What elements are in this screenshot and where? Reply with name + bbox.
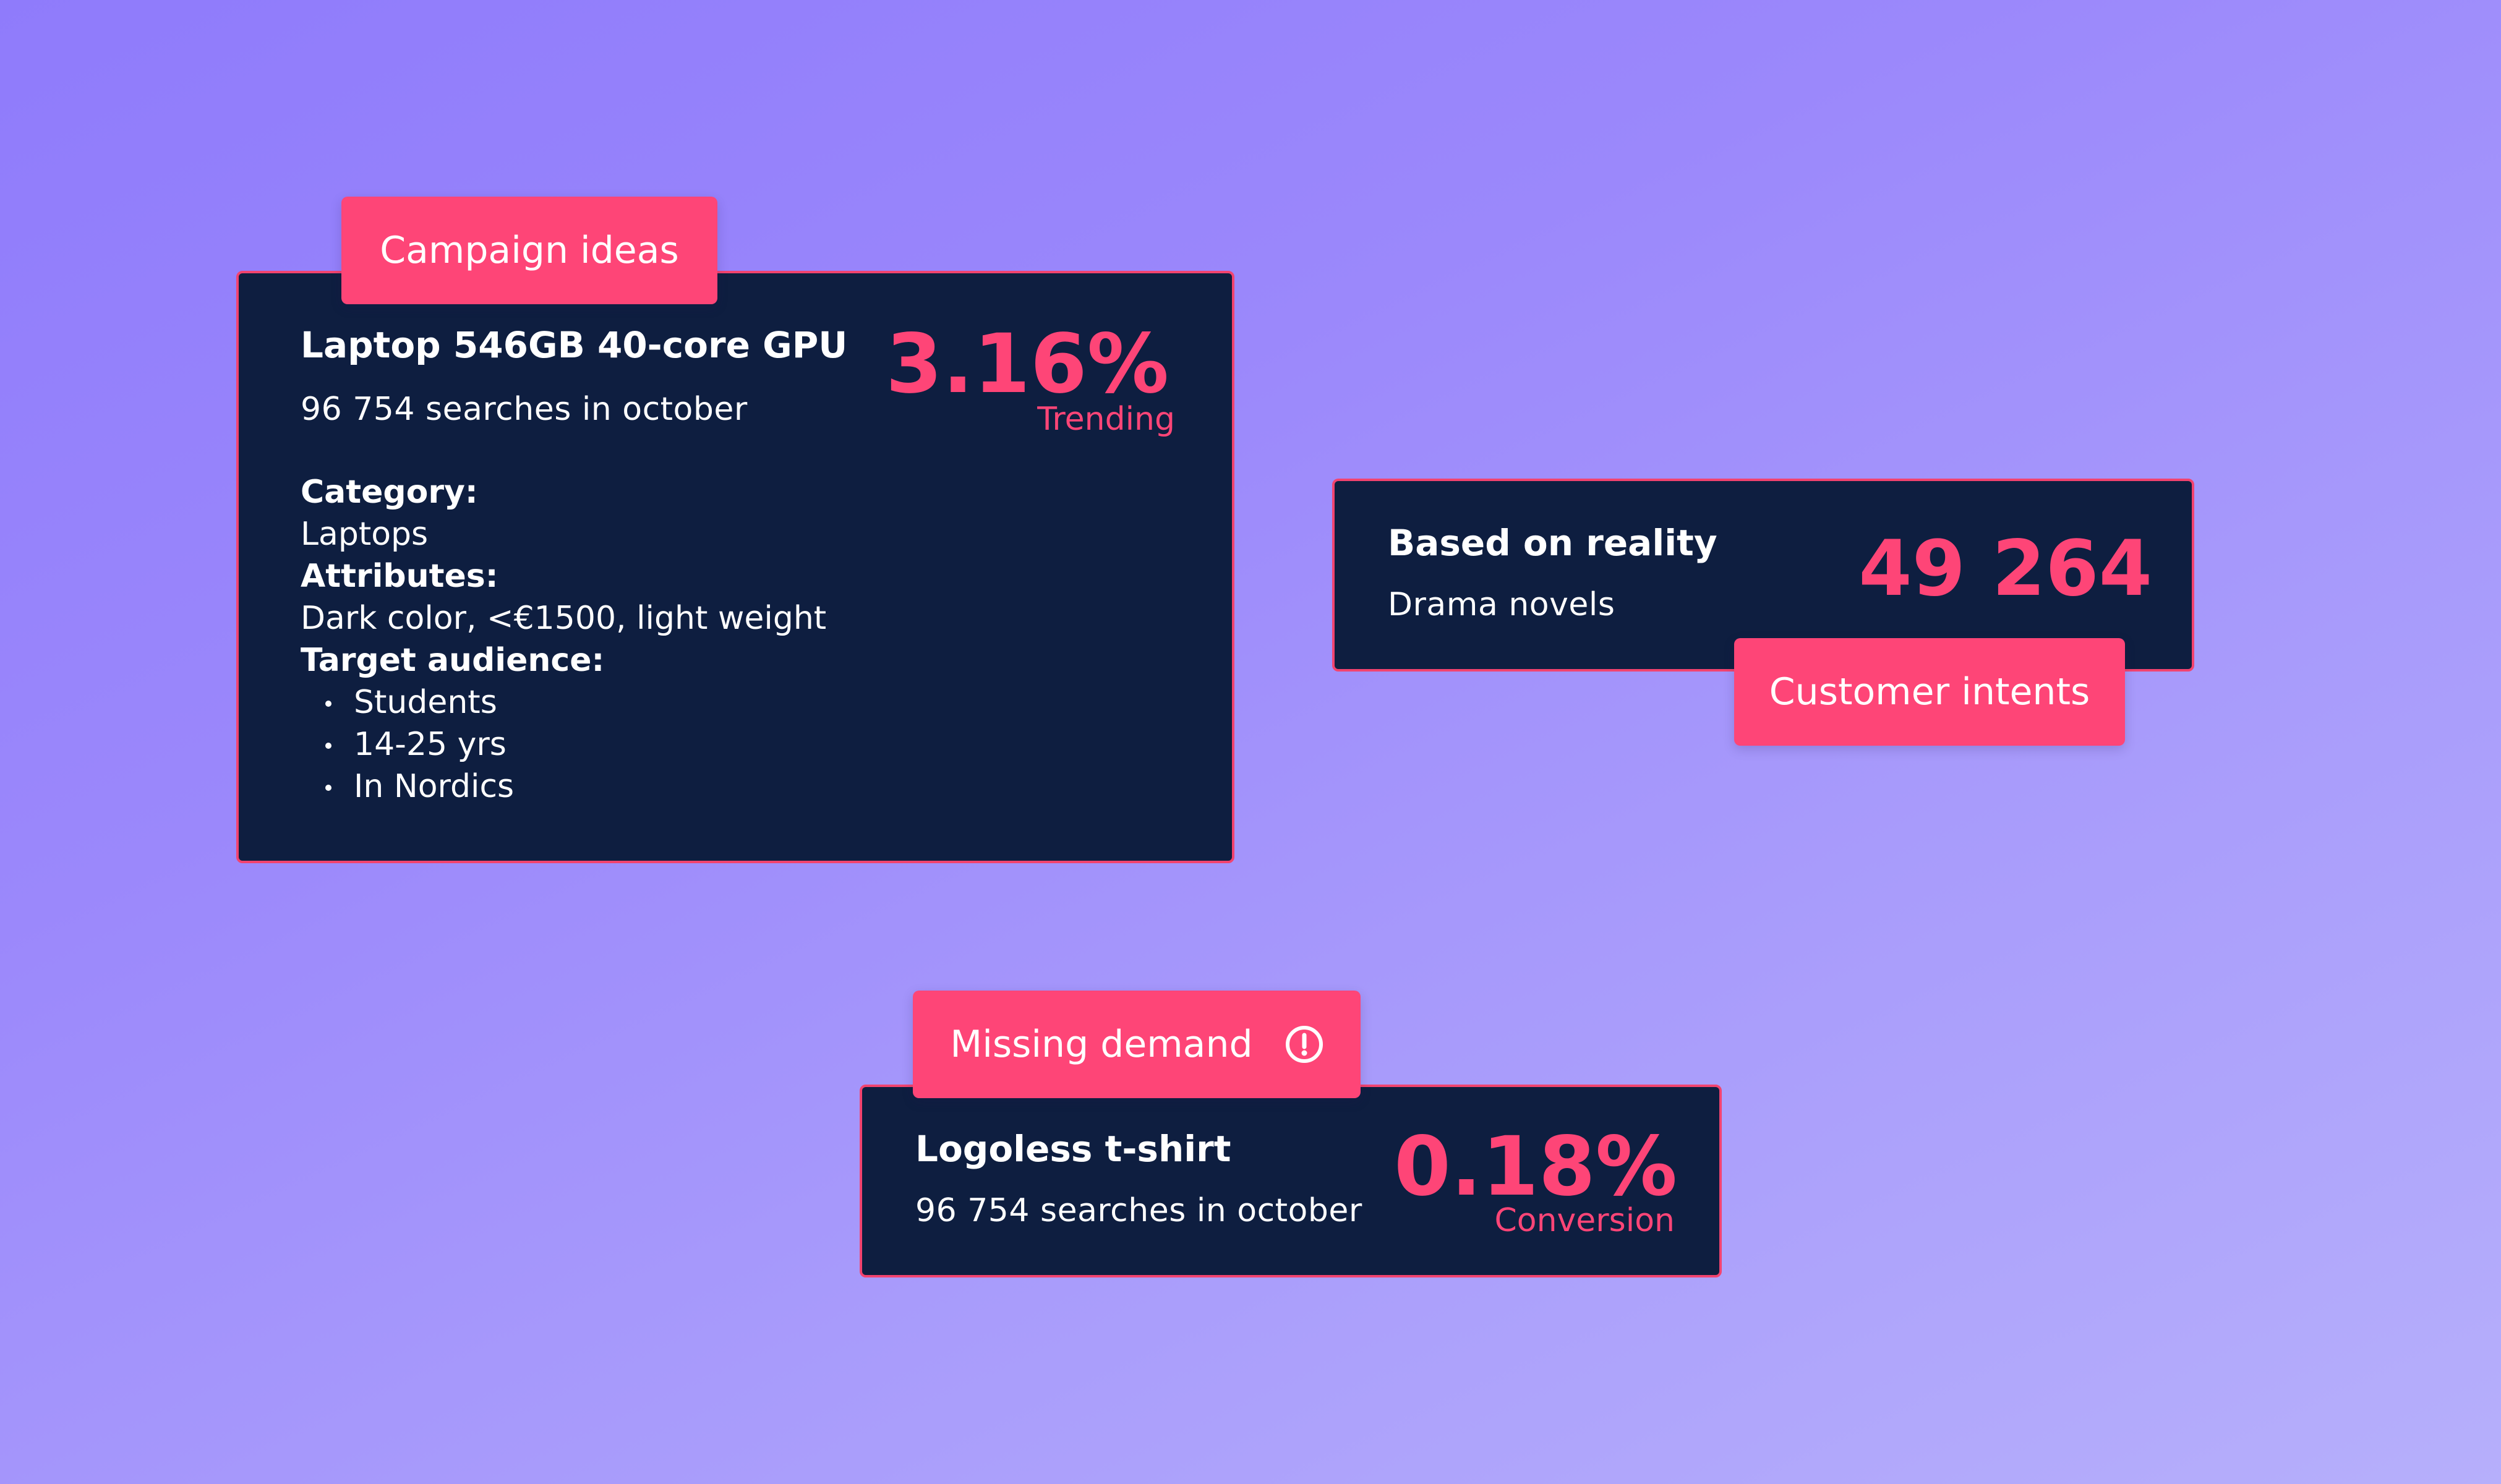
attributes-value: Dark color, <€1500, light weight — [301, 600, 827, 637]
missing-demand-tag-label: Missing demand — [950, 1023, 1253, 1066]
reality-subtitle: Drama novels — [1388, 586, 1615, 623]
campaign-details: Category: Laptops Attributes: Dark color… — [301, 471, 826, 808]
audience-item: Students — [325, 681, 826, 723]
missing-demand-tag: Missing demand — [913, 991, 1361, 1098]
campaign-subtitle: 96 754 searches in october — [301, 391, 748, 428]
audience-item: In Nordics — [325, 765, 826, 808]
demand-metric-value: 0.18% — [1394, 1119, 1677, 1214]
campaign-ideas-tag: Campaign ideas — [341, 197, 717, 304]
demand-card: Logoless t-shirt 96 754 searches in octo… — [860, 1085, 1722, 1277]
campaign-metric-value: 3.16% — [886, 317, 1169, 412]
customer-intents-tag: Customer intents — [1734, 638, 2125, 746]
campaign-metric-label: Trending — [1037, 401, 1175, 438]
campaign-title: Laptop 546GB 40-core GPU — [301, 324, 848, 366]
alert-circle-icon — [1285, 1025, 1323, 1064]
reality-title: Based on reality — [1388, 522, 1717, 564]
campaign-card: Laptop 546GB 40-core GPU 96 754 searches… — [236, 271, 1234, 863]
audience-item: 14-25 yrs — [325, 723, 826, 765]
audience-list: Students 14-25 yrs In Nordics — [301, 681, 826, 808]
campaign-ideas-tag-label: Campaign ideas — [380, 229, 679, 272]
category-label: Category: — [301, 474, 478, 511]
demand-title: Logoless t-shirt — [915, 1128, 1231, 1170]
attributes-label: Attributes: — [301, 558, 498, 595]
reality-metric-value: 49 264 — [1858, 524, 2152, 613]
audience-label: Target audience: — [301, 642, 605, 679]
demand-metric-label: Conversion — [1494, 1202, 1675, 1239]
customer-intents-tag-label: Customer intents — [1769, 670, 2090, 714]
demand-subtitle: 96 754 searches in october — [915, 1192, 1362, 1229]
category-value: Laptops — [301, 516, 429, 553]
